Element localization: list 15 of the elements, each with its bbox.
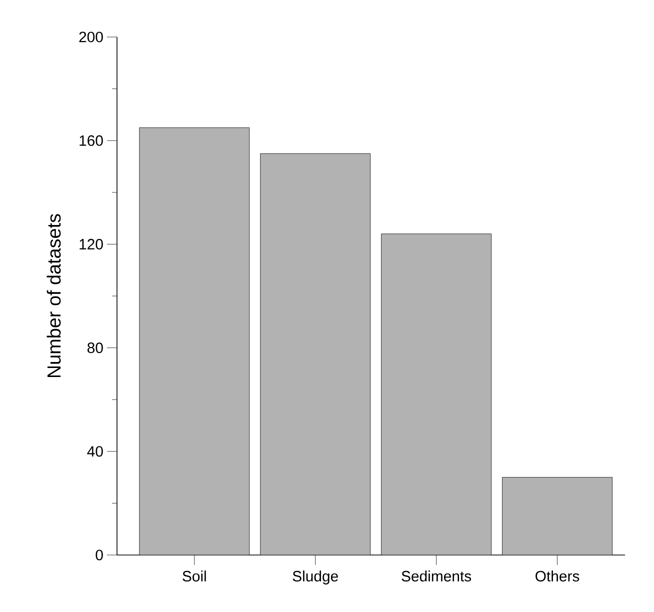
bar (502, 477, 612, 555)
bar (381, 234, 492, 555)
y-tick-label: 0 (96, 550, 103, 560)
bar (139, 127, 250, 555)
y-tick-label: 120 (80, 238, 103, 250)
x-tick-label: Sediments (402, 570, 472, 582)
y-tick-label: 160 (80, 135, 103, 146)
bar (260, 153, 371, 555)
x-tick-label: Soil (182, 570, 206, 582)
x-tick-label: Sludge (292, 570, 338, 584)
y-axis-title: Number of datasets (46, 214, 61, 378)
y-tick-label: 80 (88, 342, 103, 354)
y-tick-label: 40 (87, 446, 103, 457)
x-tick-label: Others (536, 570, 580, 582)
y-tick-label: 200 (79, 32, 103, 42)
